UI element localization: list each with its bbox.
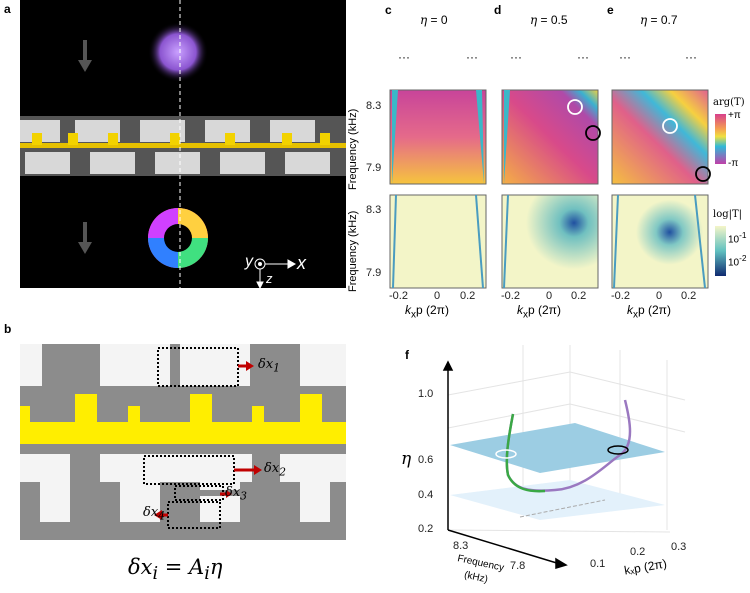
xtick: 0 xyxy=(546,290,553,302)
ellipsis: ··· xyxy=(577,50,589,64)
yellow-waveguide xyxy=(20,394,346,444)
displacement-arrows xyxy=(154,361,262,520)
ellipsis: ··· xyxy=(510,50,522,64)
phase-map-c xyxy=(389,89,487,185)
phase-colorbar-bottom: -π xyxy=(728,158,739,169)
dx1-label: δx1 xyxy=(258,357,281,375)
panel-c-label: c xyxy=(385,3,392,17)
panel-e-label: e xyxy=(607,3,614,17)
eta-axis-label: η xyxy=(401,449,412,469)
dashed-arrow xyxy=(519,499,606,518)
xtick: 0.2 xyxy=(571,290,587,302)
magnitude-colorbar xyxy=(715,226,726,276)
down-arrow-icon xyxy=(78,222,92,254)
metasurface xyxy=(20,116,346,176)
eta-tick: 0.6 xyxy=(418,454,434,466)
plane-eta-0.4 xyxy=(450,480,665,520)
eta-tick: 0.2 xyxy=(418,523,434,535)
plane-eta-0.6 xyxy=(450,423,665,473)
ellipsis: ··· xyxy=(619,50,631,64)
green-trajectory xyxy=(505,413,546,493)
axis-indicator xyxy=(254,258,297,288)
phase-map-d xyxy=(501,89,599,185)
ytick: 8.3 xyxy=(366,100,382,112)
xlabel-d: kxp (2π) xyxy=(517,303,561,321)
black-vortex-loop xyxy=(607,445,629,455)
phase-ylabel: Frequency (kHz) xyxy=(347,108,359,190)
ellipsis: ··· xyxy=(398,50,410,64)
panel-c-title: η = 0 xyxy=(420,13,448,27)
xtick: -0.2 xyxy=(501,290,520,302)
panel-f-label: f xyxy=(405,348,409,362)
xtick: 0 xyxy=(434,290,441,302)
ytick: 7.9 xyxy=(366,267,382,279)
ellipsis: ··· xyxy=(466,50,478,64)
freq-tick: 7.8 xyxy=(510,560,526,572)
magnitude-map-c xyxy=(389,194,487,289)
axis-z-label: z xyxy=(266,271,273,286)
ytick: 7.9 xyxy=(366,162,382,174)
ellipsis: ··· xyxy=(685,50,697,64)
phase-map-e xyxy=(611,89,709,185)
eta-tick: 1.0 xyxy=(418,388,434,400)
magnitude-map-d xyxy=(501,194,599,289)
panel-a-simulation xyxy=(20,0,346,288)
xlabel-c: kxp (2π) xyxy=(405,303,449,321)
phase-colorbar-title: arg(T) xyxy=(713,97,745,108)
xtick: 0 xyxy=(656,290,663,302)
xlabel-e: kxp (2π) xyxy=(627,303,671,321)
panel-d-title: η = 0.5 xyxy=(530,13,568,27)
magnitude-colorbar-title: log|T| xyxy=(713,209,743,220)
magnitude-ylabel: Frequency (kHz) xyxy=(347,210,359,292)
phase-colorbar-top: +π xyxy=(728,110,741,121)
panel-b-unit-cell-diagram xyxy=(20,344,346,540)
eta-tick: 0.4 xyxy=(418,489,434,501)
panel-f-3d-plot xyxy=(442,345,686,570)
k-tick: 0.3 xyxy=(671,541,687,553)
xtick: 0.2 xyxy=(460,290,476,302)
grid xyxy=(447,345,686,533)
axes xyxy=(442,360,568,570)
xtick: -0.2 xyxy=(389,290,408,302)
dx4-label: δx4 xyxy=(143,505,166,523)
magnitude-colorbar-bottom: 10-2 xyxy=(728,253,747,269)
displacement-formula: δxi = Aiη xyxy=(128,555,223,585)
k-tick: 0.1 xyxy=(590,558,606,570)
dx3-label: δx3 xyxy=(225,485,248,503)
xtick: 0.2 xyxy=(681,290,697,302)
panel-a-label: a xyxy=(4,2,11,16)
phase-magnitude-maps xyxy=(389,89,726,289)
vortex-beam xyxy=(148,208,208,268)
axis-x-label: x xyxy=(297,253,306,273)
magnitude-colorbar-top: 10-1 xyxy=(728,230,747,246)
panel-d-label: d xyxy=(494,3,502,17)
vortex-markers xyxy=(567,99,711,182)
input-beam xyxy=(148,22,208,82)
phase-colorbar xyxy=(715,114,726,164)
panel-b-label: b xyxy=(4,322,12,336)
freq-tick: 8.3 xyxy=(453,540,469,552)
k-tick: 0.2 xyxy=(630,546,646,558)
axis-y-label: y xyxy=(245,253,253,270)
dx2-label: δx2 xyxy=(264,461,287,479)
panel-e-title: η = 0.7 xyxy=(640,13,678,27)
down-arrow-icon xyxy=(78,40,92,72)
ytick: 8.3 xyxy=(366,204,382,216)
magnitude-map-e xyxy=(611,194,709,289)
white-vortex-loop xyxy=(495,449,517,459)
xtick: -0.2 xyxy=(611,290,630,302)
